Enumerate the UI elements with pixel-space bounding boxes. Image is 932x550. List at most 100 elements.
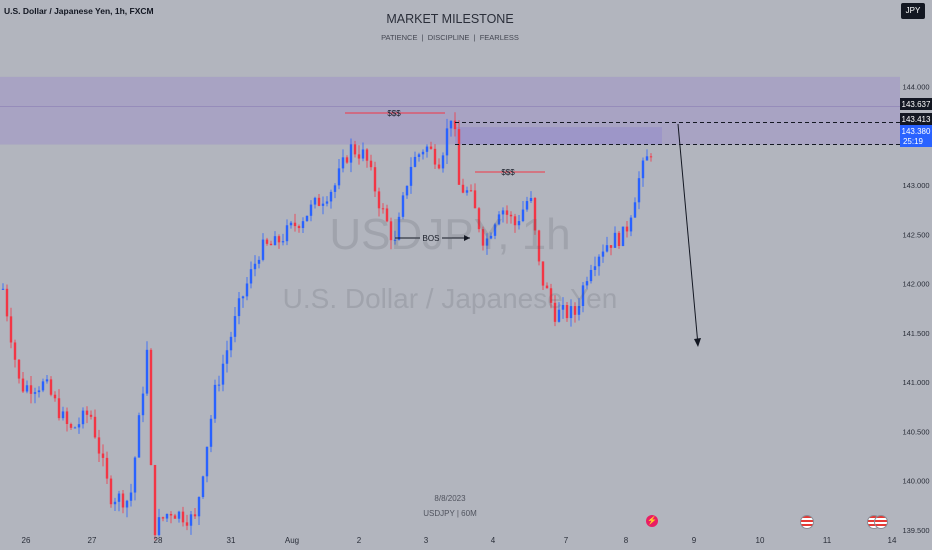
candle-body <box>89 414 93 417</box>
candle-body <box>165 513 169 519</box>
countdown-label: 25:19 <box>903 137 924 146</box>
candle-body <box>617 232 621 246</box>
candle-body <box>553 302 557 322</box>
candle-body <box>309 204 313 216</box>
candle-body <box>573 306 577 315</box>
bos-arrowhead <box>464 235 470 241</box>
candle-body <box>477 208 481 230</box>
bos-label-bg <box>420 232 442 244</box>
candle-body <box>213 384 217 419</box>
candle-body <box>637 178 641 203</box>
x-tick-label: 27 <box>88 536 97 545</box>
candle-body <box>325 201 329 204</box>
currency-button[interactable]: JPY <box>901 3 925 19</box>
candle-body <box>37 390 41 393</box>
candle-body <box>297 226 301 229</box>
x-tick-label: 2 <box>357 536 362 545</box>
candle-body <box>365 149 369 161</box>
us-flag-icon[interactable] <box>874 515 888 529</box>
candle-body <box>649 156 653 158</box>
projection-arrow-line[interactable] <box>677 123 699 346</box>
candle-body <box>389 221 393 241</box>
symbol-title[interactable]: U.S. Dollar / Japanese Yen, 1h, FXCM <box>4 6 154 16</box>
level-lower-badge <box>900 113 932 125</box>
candle-body <box>465 190 469 193</box>
supply-zone-highlight <box>455 127 662 145</box>
candle-body <box>137 415 141 458</box>
candle-body <box>13 342 17 360</box>
candle-body <box>581 285 585 306</box>
candle-body <box>241 296 245 299</box>
candle-body <box>585 281 589 286</box>
candle-body <box>81 410 85 425</box>
candle-body <box>537 230 541 262</box>
candle-body <box>329 191 333 202</box>
candle-body <box>9 316 13 343</box>
y-tick-label: 144.000 <box>902 83 929 92</box>
candle-body <box>489 235 493 239</box>
bos-label: BOS <box>423 234 440 243</box>
candle-body <box>565 305 569 319</box>
y-tick-label: 143.000 <box>902 181 929 190</box>
candle-body <box>197 497 201 517</box>
candle-body <box>5 288 9 317</box>
liquidity-label-2: $$$ <box>501 168 515 177</box>
candle-body <box>301 221 305 229</box>
candle-body <box>397 216 401 240</box>
liquidity-label-1: $$$ <box>387 109 401 118</box>
candle-body <box>133 457 137 493</box>
last-price-badge <box>900 125 932 147</box>
candle-body <box>193 514 197 517</box>
candle-body <box>113 501 117 505</box>
candle-body <box>245 283 249 297</box>
x-tick-label: 10 <box>756 536 765 545</box>
candle-body <box>225 350 229 364</box>
candle-body <box>597 256 601 267</box>
footer-symbol: USDJPY | 60M <box>423 509 477 518</box>
us-flag-icon[interactable] <box>800 515 814 529</box>
candle-body <box>181 511 185 523</box>
candle-body <box>441 155 445 169</box>
candle-body <box>97 437 101 454</box>
candle-body <box>189 514 193 526</box>
candle-body <box>153 465 157 536</box>
candle-body <box>317 197 321 206</box>
candle-body <box>29 385 33 394</box>
candle-body <box>221 363 225 385</box>
level-upper-badge <box>900 98 932 110</box>
lightning-event-icon[interactable]: ⚡ <box>646 515 658 527</box>
candle-body <box>237 298 241 317</box>
candle-body <box>277 236 281 243</box>
x-tick-label: 31 <box>227 536 236 545</box>
candle-body <box>161 517 165 519</box>
candle-body <box>401 195 405 217</box>
candle-body <box>417 154 421 157</box>
candle-body <box>69 423 73 428</box>
y-tick-label: 141.000 <box>902 378 929 387</box>
candle-body <box>269 243 273 246</box>
candle-body <box>625 226 629 232</box>
time-axis[interactable]: 26 27 28 31 Aug 2 3 4 7 8 9 10 11 14 <box>22 536 897 545</box>
candle-body <box>373 167 377 192</box>
candle-body <box>609 245 613 248</box>
y-tick-label: 139.500 <box>902 526 929 535</box>
candle-body <box>45 379 49 382</box>
candle-body <box>173 515 177 519</box>
last-price-label: 143.380 <box>902 127 931 136</box>
candle-body <box>201 476 205 498</box>
candle-body <box>217 384 221 386</box>
price-axis[interactable]: 144.000143.500143.000142.500142.000141.5… <box>902 83 929 535</box>
candle-body <box>125 500 129 508</box>
candle-body <box>285 225 289 242</box>
candle-body <box>53 394 57 399</box>
candle-body <box>409 166 413 186</box>
candle-body <box>569 306 573 319</box>
y-tick-label: 140.000 <box>902 477 929 486</box>
candle-body <box>577 305 581 315</box>
candle-body <box>157 517 161 536</box>
candle-body <box>369 160 373 168</box>
candle-body <box>17 359 21 379</box>
candle-body <box>77 424 81 428</box>
